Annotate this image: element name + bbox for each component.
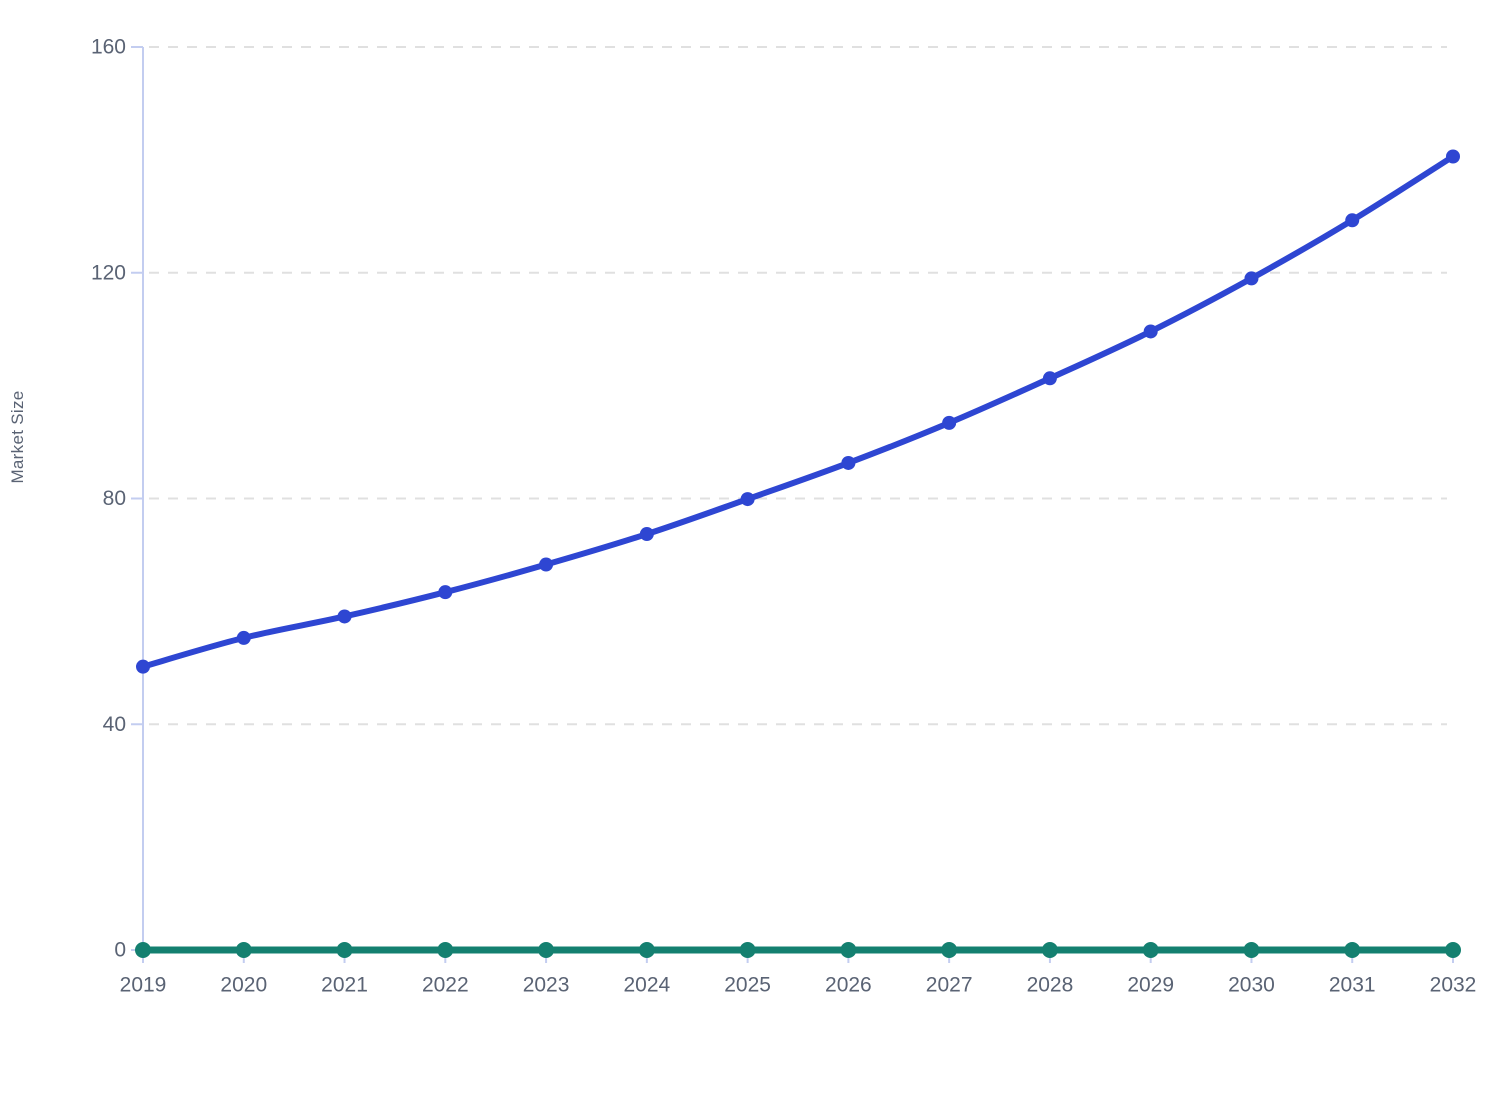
- data-point-market-size: [740, 492, 755, 507]
- x-tick-label: 2025: [724, 973, 771, 996]
- x-tick-label: 2029: [1127, 973, 1174, 996]
- data-point-market-size: [841, 455, 856, 470]
- data-point-baseline-zero: [1142, 942, 1159, 958]
- x-tick-label: 2031: [1329, 973, 1376, 996]
- data-point-market-size: [337, 609, 352, 624]
- data-point-market-size: [1143, 324, 1158, 339]
- x-tick-label: 2032: [1430, 973, 1477, 996]
- x-tick-label: 2028: [1027, 973, 1074, 996]
- y-tick-label: 160: [91, 36, 126, 59]
- x-tick-label: 2024: [623, 973, 670, 996]
- data-point-baseline-zero: [840, 942, 857, 958]
- x-tick-label: 2020: [220, 973, 267, 996]
- data-point-market-size: [1446, 149, 1460, 164]
- x-tick-label: 2023: [523, 973, 570, 996]
- data-point-baseline-zero: [437, 942, 454, 958]
- x-tick-label: 2019: [120, 973, 167, 996]
- data-point-baseline-zero: [638, 942, 655, 958]
- x-tick-label: 2030: [1228, 973, 1275, 996]
- y-axis-title: Market Size: [8, 390, 27, 484]
- data-point-baseline-zero: [135, 942, 151, 958]
- data-point-baseline-zero: [336, 942, 353, 958]
- data-point-market-size: [942, 415, 957, 430]
- y-tick-label: 120: [91, 261, 126, 284]
- data-point-baseline-zero: [1445, 942, 1461, 958]
- data-point-market-size: [539, 557, 554, 572]
- data-point-market-size: [1345, 213, 1360, 228]
- y-tick-label: 80: [103, 487, 126, 510]
- data-point-baseline-zero: [1344, 942, 1361, 958]
- series-line-market-size: [140, 153, 1456, 670]
- x-tick-label: 2027: [926, 973, 973, 996]
- x-tick-label: 2021: [321, 973, 368, 996]
- y-tick-label: 40: [103, 713, 126, 736]
- x-tick-label: 2022: [422, 973, 469, 996]
- data-point-baseline-zero: [1243, 942, 1260, 958]
- y-tick-label: 0: [114, 939, 126, 962]
- data-point-baseline-zero: [739, 942, 756, 958]
- data-point-baseline-zero: [1041, 942, 1058, 958]
- x-tick-label: 2026: [825, 973, 872, 996]
- data-point-market-size: [236, 630, 251, 645]
- data-point-market-size: [136, 659, 150, 674]
- data-point-market-size: [1042, 371, 1057, 386]
- data-point-baseline-zero: [941, 942, 958, 958]
- data-point-baseline-zero: [538, 942, 555, 958]
- data-point-market-size: [1244, 271, 1259, 286]
- data-point-market-size: [438, 585, 453, 600]
- data-point-baseline-zero: [235, 942, 252, 958]
- data-point-market-size: [639, 527, 654, 542]
